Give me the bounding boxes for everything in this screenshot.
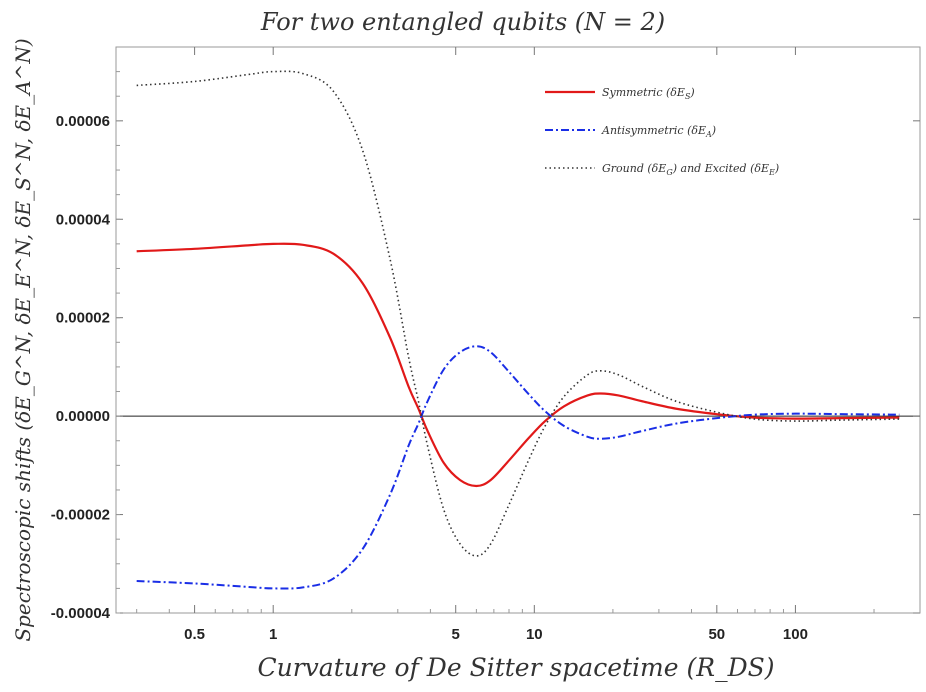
legend-label-antisymmetric: Antisymmetric (δEA) <box>601 124 716 139</box>
legend-symmetric-main: Symmetric <box>602 86 666 99</box>
y-tick-label: -0.00002 <box>51 507 110 524</box>
legend-antisymmetric-sub: A <box>705 130 712 139</box>
y-tick-label: 0.00002 <box>56 310 110 327</box>
series-symmetric <box>136 242 900 488</box>
y-tick-label: 0.00000 <box>56 408 110 425</box>
x-axis-label: Curvature of De Sitter spacetime (R_DS) <box>257 653 774 682</box>
legend-ground-main: Ground <box>602 162 647 175</box>
chart-title: For two entangled qubits (N = 2) <box>260 8 665 36</box>
legend-label-symmetric: Symmetric (δES) <box>602 86 695 101</box>
legend-ground-sub: G <box>666 168 673 177</box>
x-tick-label: 0.5 <box>184 626 205 643</box>
x-tick-label: 5 <box>452 626 460 643</box>
y-tick-label: 0.00006 <box>56 113 110 130</box>
legend: Symmetric (δES) Antisymmetric (δEA) Grou… <box>545 86 779 177</box>
title-text: For two entangled qubits (N = 2) <box>260 8 665 36</box>
x-tick-label: 10 <box>526 626 543 643</box>
series-antisymmetric <box>136 345 900 590</box>
x-tick-label: 50 <box>708 626 725 643</box>
series-layer <box>136 70 900 590</box>
x-tick-label: 100 <box>783 626 808 643</box>
y-tick-label: 0.00004 <box>56 211 111 228</box>
legend-symmetric-sub: S <box>685 92 691 101</box>
legend-ground-mid: and Excited <box>677 162 750 175</box>
y-axis-label: Spectroscopic shifts (δE_G^N, δE_E^N, δE… <box>11 38 35 641</box>
legend-excited-sub: E <box>768 168 775 177</box>
legend-label-ground-excited: Ground (δEG) and Excited (δEE) <box>602 162 779 177</box>
plot-frame <box>115 46 921 614</box>
x-tick-label: 1 <box>269 626 277 643</box>
ticks-layer: -0.00004 -0.00002 0.00000 0.00002 0.00004 0.0… <box>51 46 921 643</box>
legend-antisymmetric-main: Antisymmetric <box>601 124 687 137</box>
x-axis-label-text: Curvature of De Sitter spacetime (R_DS) <box>257 653 774 682</box>
y-tick-label: -0.00004 <box>51 605 111 622</box>
y-axis-label-text: Spectroscopic shifts (δE_G^N, δE_E^N, δE… <box>11 38 35 641</box>
series-ground-excited <box>136 70 900 557</box>
